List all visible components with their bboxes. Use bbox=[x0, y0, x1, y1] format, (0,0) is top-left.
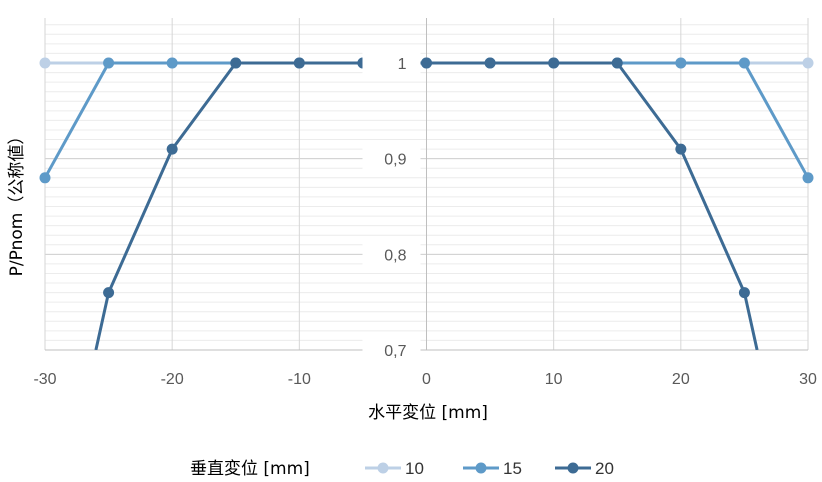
y-tick-label: 0,8 bbox=[384, 247, 406, 264]
data-point bbox=[103, 57, 115, 69]
data-point bbox=[675, 143, 687, 155]
y-tick-label-bg bbox=[362, 147, 421, 170]
data-point bbox=[421, 57, 432, 69]
y-tick-label: 1 bbox=[398, 56, 407, 73]
x-tick-label: -30 bbox=[33, 371, 56, 388]
y-tick-label-bg bbox=[362, 52, 421, 74]
y-axis-title: P/Pnom（公称値） bbox=[7, 128, 27, 277]
legend-title: 垂直変位 [mm] bbox=[190, 459, 310, 479]
y-tick-label: 0,9 bbox=[384, 152, 406, 169]
x-tick-label: 10 bbox=[545, 371, 563, 388]
y-tick-label-bg bbox=[362, 339, 421, 361]
x-tick-label: 30 bbox=[799, 371, 817, 388]
data-point bbox=[548, 57, 560, 69]
data-point bbox=[675, 57, 687, 69]
x-axis-title: 水平変位 [mm] bbox=[368, 403, 488, 423]
data-point bbox=[293, 57, 305, 69]
legend-label-10: 10 bbox=[405, 459, 424, 478]
x-tick-label: -10 bbox=[288, 371, 311, 388]
data-point bbox=[738, 287, 750, 299]
data-point bbox=[230, 57, 242, 69]
x-tick-label: -20 bbox=[161, 371, 184, 388]
data-point bbox=[103, 287, 115, 299]
series-20 bbox=[94, 57, 759, 350]
legend-label-15: 15 bbox=[503, 459, 522, 478]
legend-label-20: 20 bbox=[595, 459, 614, 478]
legend-swatch-marker bbox=[567, 462, 579, 474]
data-point bbox=[166, 57, 178, 69]
legend-swatch-marker bbox=[377, 462, 389, 474]
series-layer bbox=[39, 57, 814, 350]
axes bbox=[45, 18, 808, 351]
data-point bbox=[611, 57, 623, 69]
y-tick-label-bg bbox=[362, 243, 421, 266]
legend-swatch-marker bbox=[475, 462, 487, 474]
data-point bbox=[738, 57, 750, 69]
x-tick-label: 0 bbox=[422, 371, 431, 388]
tick-labels: -30 -20 -10 0 10 20 30 0,7 0,8 0,9 1 bbox=[33, 52, 817, 388]
data-point bbox=[802, 57, 814, 69]
y-tick-label: 0,7 bbox=[384, 343, 406, 360]
data-point bbox=[39, 57, 51, 69]
data-point bbox=[166, 143, 178, 155]
data-point bbox=[802, 172, 814, 184]
x-tick-label: 20 bbox=[672, 371, 690, 388]
data-point bbox=[39, 172, 51, 184]
legend: 垂直変位 [mm] 10 15 20 bbox=[190, 459, 614, 479]
data-point bbox=[484, 57, 496, 69]
